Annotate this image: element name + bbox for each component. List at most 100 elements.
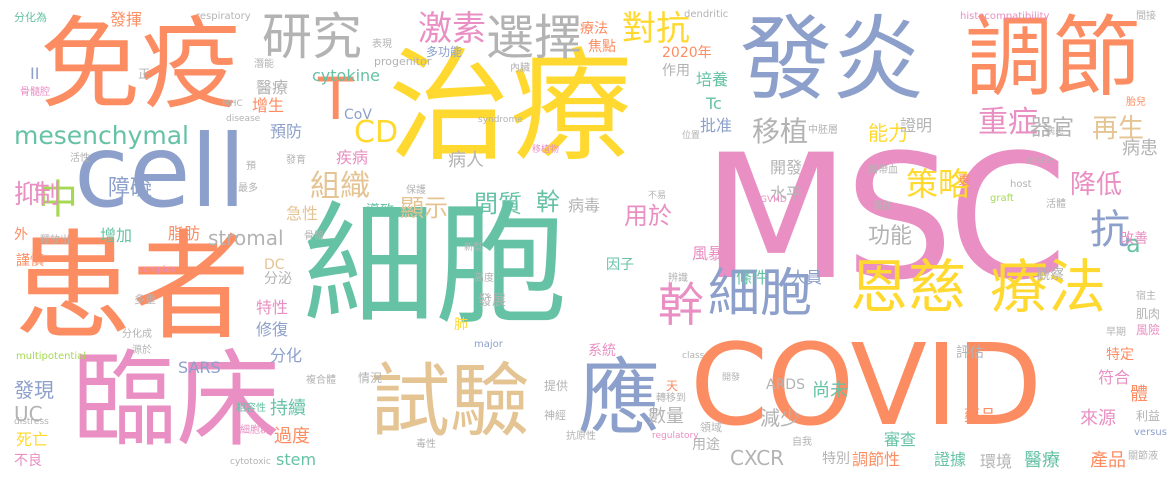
word: 培養: [696, 70, 729, 89]
word: 領域: [700, 421, 722, 434]
word: 障礙: [108, 176, 153, 201]
word: 調節: [965, 6, 1142, 109]
word: regulatory: [652, 431, 699, 441]
word: 中: [38, 177, 78, 223]
word: cytokine: [312, 66, 381, 85]
word: 自我: [792, 437, 812, 448]
word: 發現: [14, 378, 54, 402]
word: 特定: [1106, 347, 1134, 363]
word: 持續: [270, 398, 306, 419]
word: versus: [1134, 427, 1167, 438]
word: 產品: [1090, 450, 1126, 471]
word: 水平: [770, 184, 803, 203]
word: respiratory: [196, 11, 251, 22]
word: 死亡: [16, 430, 49, 449]
word: CXCR: [730, 446, 785, 470]
word: 正: [138, 67, 151, 81]
word: 肺: [454, 317, 468, 333]
word: 作用: [662, 63, 690, 79]
word: 肌肉: [1136, 307, 1161, 321]
word: 高度: [474, 273, 494, 284]
word: 潛在: [872, 201, 892, 212]
word: 藥品: [964, 406, 997, 425]
word: 重症: [978, 105, 1038, 140]
word: stromal: [208, 226, 284, 250]
word: CD: [354, 115, 399, 150]
word: multipotential: [16, 351, 87, 362]
word: 中胚層: [808, 125, 838, 136]
word: 情況: [358, 371, 383, 385]
word: 多重: [134, 293, 156, 306]
word: graft: [990, 193, 1014, 204]
word: 療法: [580, 21, 608, 37]
word: 骨骼: [304, 231, 324, 242]
word: distress: [14, 417, 49, 427]
word: 抑制: [14, 180, 60, 210]
word: MSC: [702, 117, 1068, 318]
word: 減少: [760, 406, 800, 430]
word: 轉移到: [656, 393, 686, 404]
word: 病患: [1122, 138, 1158, 159]
word: 開發: [770, 158, 803, 177]
word: 分化成: [122, 329, 152, 340]
word: 能力: [868, 121, 908, 145]
word: 毒性: [416, 439, 436, 450]
word: 外: [14, 227, 28, 243]
word: 分化為: [14, 11, 47, 24]
word: 激素: [418, 9, 486, 49]
word: dendritic: [684, 9, 729, 20]
word: 胎兒: [1126, 97, 1146, 108]
word: 宿主: [1136, 291, 1156, 302]
word: 證據: [934, 450, 967, 469]
word: Tc: [706, 94, 722, 113]
word: 不良: [14, 453, 42, 469]
word: 尚未: [812, 380, 848, 401]
word: cytotoxic: [230, 457, 271, 467]
word: 多功能: [426, 45, 463, 59]
word: 間接: [1136, 11, 1156, 22]
word: 風險: [1136, 323, 1161, 337]
word: 試驗: [370, 355, 530, 448]
word: 增生: [252, 96, 285, 115]
word: 早期: [1106, 327, 1126, 338]
word: 再生: [1092, 114, 1145, 144]
word: 應: [578, 351, 661, 446]
word: 辨識: [668, 273, 688, 284]
word: 過度: [274, 426, 310, 447]
word: 評估: [956, 345, 984, 361]
word: complex: [138, 265, 177, 275]
word: 器官: [1030, 116, 1075, 141]
word: 條件: [736, 268, 769, 287]
word: 位置: [682, 131, 701, 141]
word: 免疫: [40, 6, 240, 123]
word: 風暴: [692, 244, 725, 263]
word: 用於: [624, 202, 672, 230]
word: 相容性: [236, 403, 266, 414]
word: 開發: [722, 373, 741, 383]
word: 焦點: [588, 39, 616, 55]
word: 脂肪: [168, 224, 201, 243]
word: 表現: [372, 39, 392, 50]
word: 預: [246, 161, 256, 172]
word: 發炎: [740, 6, 925, 113]
word: 活體: [1046, 199, 1066, 210]
word: 複合體: [306, 375, 336, 386]
word: 用途: [692, 437, 720, 453]
word: 證明: [900, 116, 933, 135]
word: 恩慈: [850, 253, 967, 321]
word: SARS: [178, 358, 221, 377]
word: 導致: [366, 203, 394, 219]
word: 療法: [990, 253, 1107, 321]
word: 臨床: [72, 339, 281, 461]
word: 細胞: [303, 189, 567, 343]
word: 系統: [588, 343, 616, 359]
word: 病人: [448, 150, 484, 171]
word: 內臟: [510, 63, 530, 74]
word: 細胞: [708, 264, 813, 324]
word: 增加: [100, 226, 133, 245]
word: 謹慎: [16, 253, 44, 269]
word: 疾病: [336, 148, 369, 167]
word: 更: [958, 173, 971, 187]
word: 2020年: [662, 45, 712, 61]
